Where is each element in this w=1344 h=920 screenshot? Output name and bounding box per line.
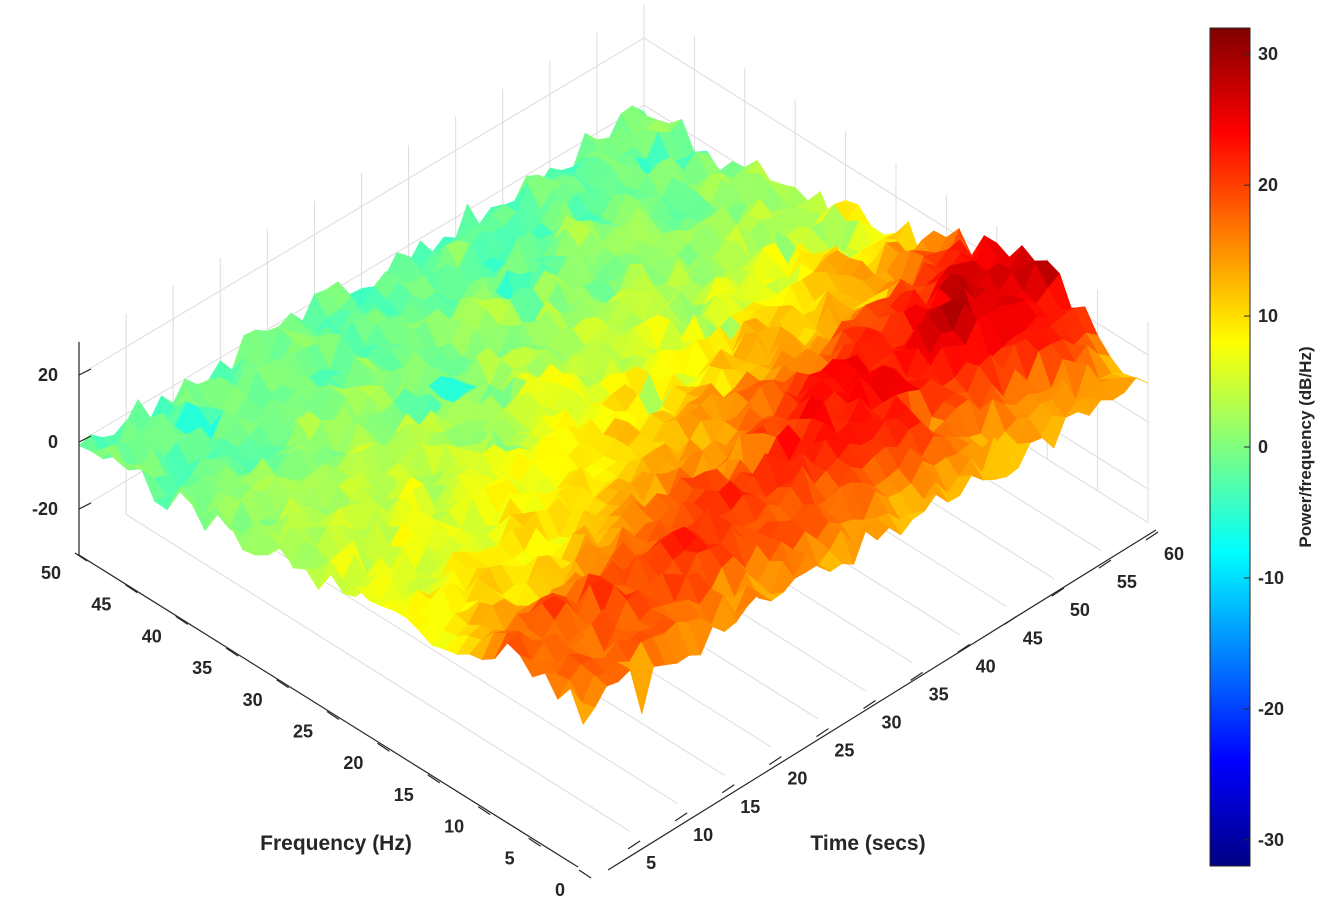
z-tick-mark — [78, 368, 92, 376]
x-tick-label: 10 — [693, 825, 713, 845]
x-tick-label: 25 — [834, 741, 854, 761]
x-axis-label: Time (secs) — [810, 832, 925, 855]
colorbar-title: Power/frequency (dB/Hz) — [1296, 346, 1315, 547]
x-tick-label: 5 — [646, 853, 656, 873]
y-tick-label: 25 — [293, 722, 313, 742]
surface-layer — [78, 105, 1149, 726]
y-tick-mark — [175, 615, 189, 625]
gridline — [125, 513, 631, 832]
x-tick-label: 15 — [740, 797, 760, 817]
y-tick-mark — [377, 742, 390, 752]
x-tick-mark — [1145, 531, 1159, 541]
colorbar-tick-label: -20 — [1258, 699, 1284, 719]
y-tick-mark — [125, 584, 138, 594]
y-tick-label: 35 — [192, 658, 212, 678]
y-tick-label: 45 — [91, 595, 111, 615]
x-tick-mark — [816, 728, 829, 738]
y-tick-mark — [427, 774, 441, 784]
x-tick-mark — [1004, 615, 1018, 625]
y-tick-label: 30 — [243, 690, 263, 710]
x-tick-mark — [1051, 587, 1065, 597]
colorbar-tick-label: -10 — [1258, 568, 1284, 588]
y-tick-mark — [578, 869, 592, 879]
x-tick-label: 60 — [1164, 544, 1184, 564]
y-axis-line — [78, 554, 579, 868]
colorbar-tick-label: 20 — [1258, 175, 1278, 195]
z-tick-mark — [78, 502, 92, 510]
y-tick-mark — [276, 679, 289, 689]
y-tick-label: 40 — [142, 626, 162, 646]
x-axis-line — [607, 529, 1157, 871]
x-tick-mark — [627, 840, 641, 850]
x-tick-label: 20 — [787, 769, 807, 789]
colorbar-tick-label: -30 — [1258, 830, 1284, 850]
y-tick-mark — [225, 647, 239, 657]
x-tick-label: 55 — [1117, 572, 1137, 592]
x-tick-mark — [910, 671, 923, 681]
y-tick-label: 50 — [41, 563, 61, 583]
x-tick-label: 35 — [929, 684, 949, 704]
x-tick-mark — [1098, 559, 1112, 569]
y-axis-label: Frequency (Hz) — [260, 832, 412, 855]
surface-patch — [570, 688, 596, 726]
z-tick-mark — [78, 435, 92, 443]
x-tick-label: 40 — [976, 656, 996, 676]
x-tick-mark — [674, 812, 688, 822]
colorbar-rect — [1209, 27, 1251, 867]
x-tick-label: 30 — [882, 713, 902, 733]
x-tick-label: 50 — [1070, 600, 1090, 620]
y-tick-label: 5 — [505, 848, 515, 868]
y-tick-mark — [528, 837, 541, 847]
y-tick-label: 20 — [343, 753, 363, 773]
z-tick-label: 0 — [48, 432, 58, 452]
z-tick-label: 20 — [38, 365, 58, 385]
y-tick-label: 0 — [555, 880, 565, 900]
colorbar-ticks: -30 -20 -10 0 10 20 30 — [1244, 44, 1284, 850]
colorbar-tick-label: 30 — [1258, 44, 1278, 64]
y-tick-label: 15 — [394, 785, 414, 805]
x-tick-mark — [957, 643, 970, 653]
x-tick-mark — [721, 784, 735, 794]
z-tick-label: -20 — [32, 499, 58, 519]
axes-layer: 5 10 15 20 25 30 35 40 45 50 55 60 0 5 10 15 20 25 30 35 40 4… — [32, 342, 1184, 900]
x-tick-mark — [769, 756, 782, 766]
x-tick-mark — [863, 700, 876, 709]
colorbar-tick-label: 10 — [1258, 306, 1278, 326]
colorbar: -30 -20 -10 0 10 20 30 Power/frequency (dB/Hz) — [1209, 27, 1315, 867]
colorbar-tick-label: 0 — [1258, 437, 1268, 457]
y-tick-mark — [477, 806, 491, 816]
y-tick-mark — [326, 711, 340, 720]
x-tick-label: 45 — [1023, 628, 1043, 648]
y-tick-mark — [74, 552, 88, 562]
y-tick-label: 10 — [444, 817, 464, 837]
